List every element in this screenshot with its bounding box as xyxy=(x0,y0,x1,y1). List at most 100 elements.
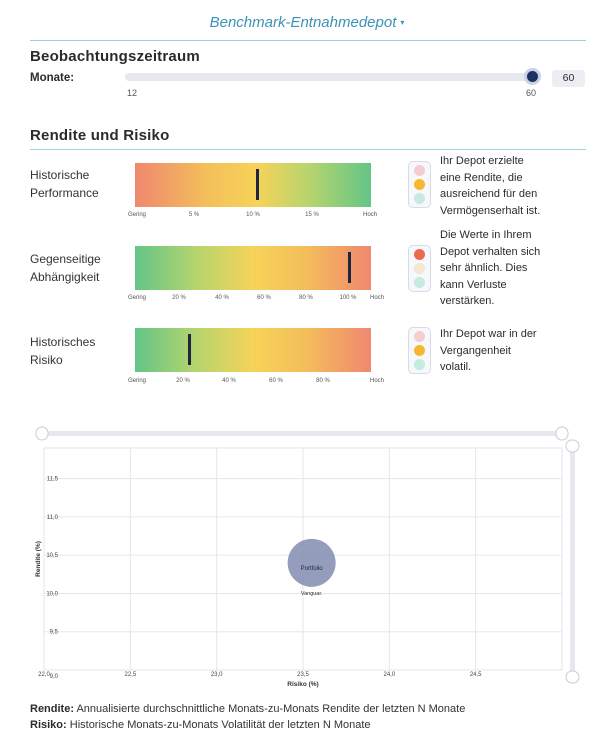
portfolio-bubble[interactable] xyxy=(287,538,336,587)
y-range-handle-top[interactable] xyxy=(565,439,580,453)
tick-label: 80 % xyxy=(299,295,313,301)
y-tick-label: 10,5 xyxy=(46,553,58,559)
lamp-yellow-icon xyxy=(414,345,425,356)
tick-label: 80 % xyxy=(316,378,330,384)
x-tick-label: 24,5 xyxy=(470,672,482,678)
risk-label: Historisches Risiko xyxy=(30,333,95,369)
months-slider-min: 12 xyxy=(127,88,138,98)
tick-label: Hoch xyxy=(362,212,378,218)
tick-label: 100 % xyxy=(339,295,357,301)
description-line: Ihr Depot erzielte xyxy=(440,155,524,167)
x-range-handle-left[interactable] xyxy=(35,426,49,441)
description-line: kann Verluste xyxy=(440,278,507,291)
divider xyxy=(30,40,586,41)
months-slider-handle[interactable] xyxy=(524,68,541,85)
correlation-label-line: Gegenseitige xyxy=(30,252,101,266)
benchmark-dropdown-label: Benchmark-Entnahmedepot xyxy=(209,14,397,31)
bubble-label: Portfolio xyxy=(301,566,324,572)
description-line: Vermögenserhalt ist. xyxy=(440,204,541,217)
benchmark-dropdown[interactable]: Benchmark-Entnahmedepot ▾ xyxy=(0,14,614,31)
y-tick-label: 11,0 xyxy=(47,515,59,521)
description-line: volatil. xyxy=(440,361,472,373)
description-line: ausreichend für den xyxy=(440,188,538,200)
risk-marker xyxy=(187,334,191,365)
y-tick-label: 9,5 xyxy=(50,630,59,636)
tick-label: Hoch xyxy=(370,295,385,301)
correlation-label-line: Abhängigkeit xyxy=(30,270,100,284)
tick-label: 20 % xyxy=(176,378,190,384)
performance-label-line: Performance xyxy=(30,186,99,200)
performance-label-line: Historische xyxy=(30,168,90,182)
correlation-description: Die Werte in Ihrem Depot verhalten sich … xyxy=(440,227,580,310)
correlation-label: Gegenseitige Abhängigkeit xyxy=(30,250,101,286)
x-tick-label: 23,5 xyxy=(297,672,309,678)
lamp-green-icon xyxy=(414,193,425,204)
risk-description: Ihr Depot war in der Vergangenheit volat… xyxy=(440,326,580,376)
months-value-input[interactable]: 60 xyxy=(552,70,585,87)
months-slider-track[interactable] xyxy=(125,73,536,81)
x-tick-label: 22,0 xyxy=(38,672,50,678)
description-line: Depot verhalten sich xyxy=(440,245,541,258)
observation-title: Beobachtungszeitraum xyxy=(30,48,200,65)
explanation-risk: Risiko: Historische Monats-zu-Monats Vol… xyxy=(30,719,371,731)
y-range-handle-bottom[interactable] xyxy=(565,670,580,684)
traffic-light-icon xyxy=(408,327,431,374)
risk-gauge xyxy=(135,328,371,372)
lamp-red-icon xyxy=(414,165,425,176)
explanation-text: Annualisierte durchschnittliche Monats-z… xyxy=(74,703,466,715)
lamp-green-icon xyxy=(414,277,425,288)
traffic-light-icon xyxy=(408,245,431,292)
lamp-green-icon xyxy=(414,359,425,370)
y-axis-label: Rendite (%) xyxy=(35,541,42,577)
correlation-ticks: Gering 20 % 40 % 60 % 80 % 100 % Hoch xyxy=(126,295,384,305)
description-line: Ihr Depot war in der xyxy=(440,328,537,340)
risk-label-line: Risiko xyxy=(30,353,63,367)
tick-label: 40 % xyxy=(222,378,236,384)
y-tick-label: 11,5 xyxy=(47,477,59,483)
x-range-handle-right[interactable] xyxy=(555,426,569,441)
tick-label: Gering xyxy=(128,295,147,301)
lamp-red-icon xyxy=(414,331,425,342)
performance-gauge xyxy=(135,163,371,207)
performance-label: Historische Performance xyxy=(30,166,99,202)
months-label: Monate: xyxy=(30,72,75,84)
tick-label: 20 % xyxy=(172,295,186,301)
risk-label-line: Historisches xyxy=(30,335,96,349)
tick-label: Hoch xyxy=(370,378,385,384)
x-tick-label: 23,0 xyxy=(211,672,223,678)
correlation-gauge xyxy=(135,246,371,290)
lamp-yellow-icon xyxy=(414,179,425,190)
tick-label: 60 % xyxy=(269,378,283,384)
x-tick-label: 24,0 xyxy=(383,672,395,678)
lamp-red-icon xyxy=(414,249,425,260)
description-line: Vergangenheit xyxy=(440,344,511,357)
description-line: sehr ähnlich. Dies xyxy=(440,262,528,274)
risk-ticks: Gering 20 % 40 % 60 % 80 % Hoch xyxy=(126,378,384,388)
y-range-slider-track[interactable] xyxy=(570,446,575,678)
explanation-return: Rendite: Annualisierte durchschnittliche… xyxy=(30,703,465,715)
tick-label: 10 % xyxy=(246,212,260,218)
tick-label: 15 % xyxy=(305,212,319,218)
traffic-light-icon xyxy=(408,161,431,208)
scatter-chart: 22,0 22,5 23,0 23,5 24,0 24,5 9,0 9,5 10,0 10,5 11… xyxy=(30,424,586,694)
y-tick-label: 9,0 xyxy=(50,674,59,680)
x-range-slider-track[interactable] xyxy=(42,431,562,436)
description-line: eine Rendite, die xyxy=(440,171,523,184)
risk-title: Rendite und Risiko xyxy=(30,127,170,144)
tick-label: 5 % xyxy=(188,212,200,218)
chevron-down-icon: ▾ xyxy=(400,18,405,27)
performance-description: Ihr Depot erzielte eine Rendite, die aus… xyxy=(440,153,580,219)
y-tick-label: 10,0 xyxy=(46,591,58,597)
x-tick-label: 22,5 xyxy=(124,672,136,678)
explanation-text: Historische Monats-zu-Monats Volatilität… xyxy=(66,719,371,731)
performance-marker xyxy=(256,169,260,200)
scatter-svg: 22,0 22,5 23,0 23,5 24,0 24,5 9,0 9,5 10,0 10,5 11… xyxy=(35,426,580,688)
tick-label: Gering xyxy=(128,212,147,218)
lamp-yellow-icon xyxy=(414,263,425,274)
correlation-marker xyxy=(348,252,352,283)
x-axis-label: Risiko (%) xyxy=(287,681,318,688)
bubble-sublabel: Vanguar. xyxy=(301,591,323,597)
description-line: Die Werte in Ihrem xyxy=(440,229,532,241)
tick-label: 40 % xyxy=(215,295,229,301)
explanation-term: Rendite: xyxy=(30,703,74,715)
